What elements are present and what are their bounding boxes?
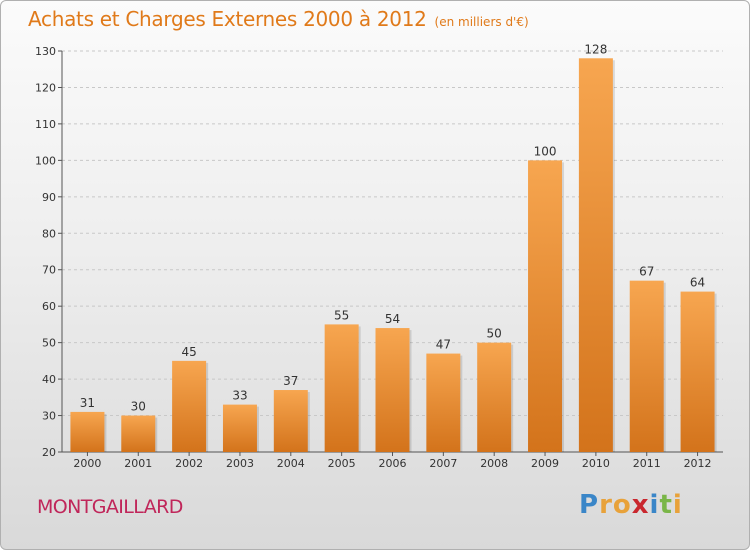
bar — [426, 353, 461, 452]
x-tick-label: 2010 — [582, 457, 610, 470]
y-tick-label: 110 — [35, 118, 56, 131]
logo-letter: r — [599, 490, 613, 520]
chart-title: Achats et Charges Externes 2000 à 2012 (e… — [28, 7, 529, 31]
x-tick-label: 2005 — [328, 457, 356, 470]
data-label: 128 — [584, 42, 607, 56]
y-tick-label: 80 — [42, 227, 56, 240]
data-label: 55 — [334, 308, 349, 322]
y-tick-label: 60 — [42, 300, 56, 313]
bar-shadow — [358, 326, 361, 452]
data-label: 45 — [181, 345, 196, 359]
y-tick-label: 20 — [42, 446, 56, 459]
data-label: 30 — [131, 400, 146, 414]
y-tick-label: 50 — [42, 337, 56, 350]
x-tick-label: 2004 — [277, 457, 305, 470]
bar — [273, 390, 308, 452]
logo-letter: x — [631, 490, 650, 520]
bar — [477, 342, 512, 452]
bar-shadow — [104, 413, 107, 452]
data-label: 31 — [80, 396, 95, 410]
x-tick-label: 2007 — [429, 457, 457, 470]
bar-shadow — [714, 293, 717, 452]
data-label: 50 — [487, 327, 502, 341]
proxiti-logo: Proxiti — [579, 490, 683, 520]
y-tick-label: 90 — [42, 191, 56, 204]
data-label: 54 — [385, 312, 400, 326]
bar-shadow — [409, 330, 412, 452]
bar — [375, 328, 410, 452]
bar-shadow — [612, 60, 615, 453]
bar — [172, 360, 207, 452]
bar — [629, 280, 664, 452]
bar — [222, 404, 257, 452]
data-label: 47 — [436, 338, 451, 352]
bar — [324, 324, 359, 452]
bar-shadow — [155, 417, 158, 452]
bar-shadow — [511, 344, 514, 452]
x-tick-label: 2006 — [379, 457, 407, 470]
logo-letter: i — [672, 490, 683, 520]
logo-letter: P — [579, 490, 600, 520]
bar — [121, 415, 156, 452]
data-label: 100 — [534, 144, 557, 158]
y-tick-label: 30 — [42, 410, 56, 423]
chart-subtitle: (en milliers d'€) — [434, 15, 529, 29]
x-tick-label: 2002 — [175, 457, 203, 470]
x-tick-label: 2001 — [124, 457, 152, 470]
y-tick-label: 100 — [35, 154, 56, 167]
chart-title-main: Achats et Charges Externes 2000 à 2012 — [28, 7, 427, 31]
x-tick-label: 2008 — [480, 457, 508, 470]
logo-letter: o — [612, 490, 632, 520]
x-tick-label: 2011 — [633, 457, 661, 470]
x-tick-label: 2009 — [531, 457, 559, 470]
bar-shadow — [307, 392, 310, 452]
logo-letter: i — [649, 490, 660, 520]
y-tick-label: 130 — [35, 45, 56, 58]
y-tick-label: 120 — [35, 81, 56, 94]
x-tick-label: 2003 — [226, 457, 254, 470]
data-label: 37 — [283, 374, 298, 388]
bar — [680, 291, 715, 452]
bar-shadow — [562, 162, 565, 452]
data-label: 67 — [639, 265, 654, 279]
bar — [70, 411, 105, 452]
bar-shadow — [663, 282, 666, 452]
logo-letter: t — [659, 490, 673, 520]
bar-shadow — [206, 362, 209, 452]
bar-shadow — [460, 355, 463, 452]
y-tick-label: 40 — [42, 373, 56, 386]
y-tick-label: 70 — [42, 264, 56, 277]
bar — [578, 58, 613, 453]
bar-shadow — [256, 406, 259, 452]
x-tick-label: 2000 — [73, 457, 101, 470]
data-label: 64 — [690, 276, 705, 290]
bar — [528, 160, 563, 452]
data-label: 33 — [232, 389, 247, 403]
x-tick-label: 2012 — [684, 457, 712, 470]
town-name: MONTGAILLARD — [37, 496, 183, 518]
